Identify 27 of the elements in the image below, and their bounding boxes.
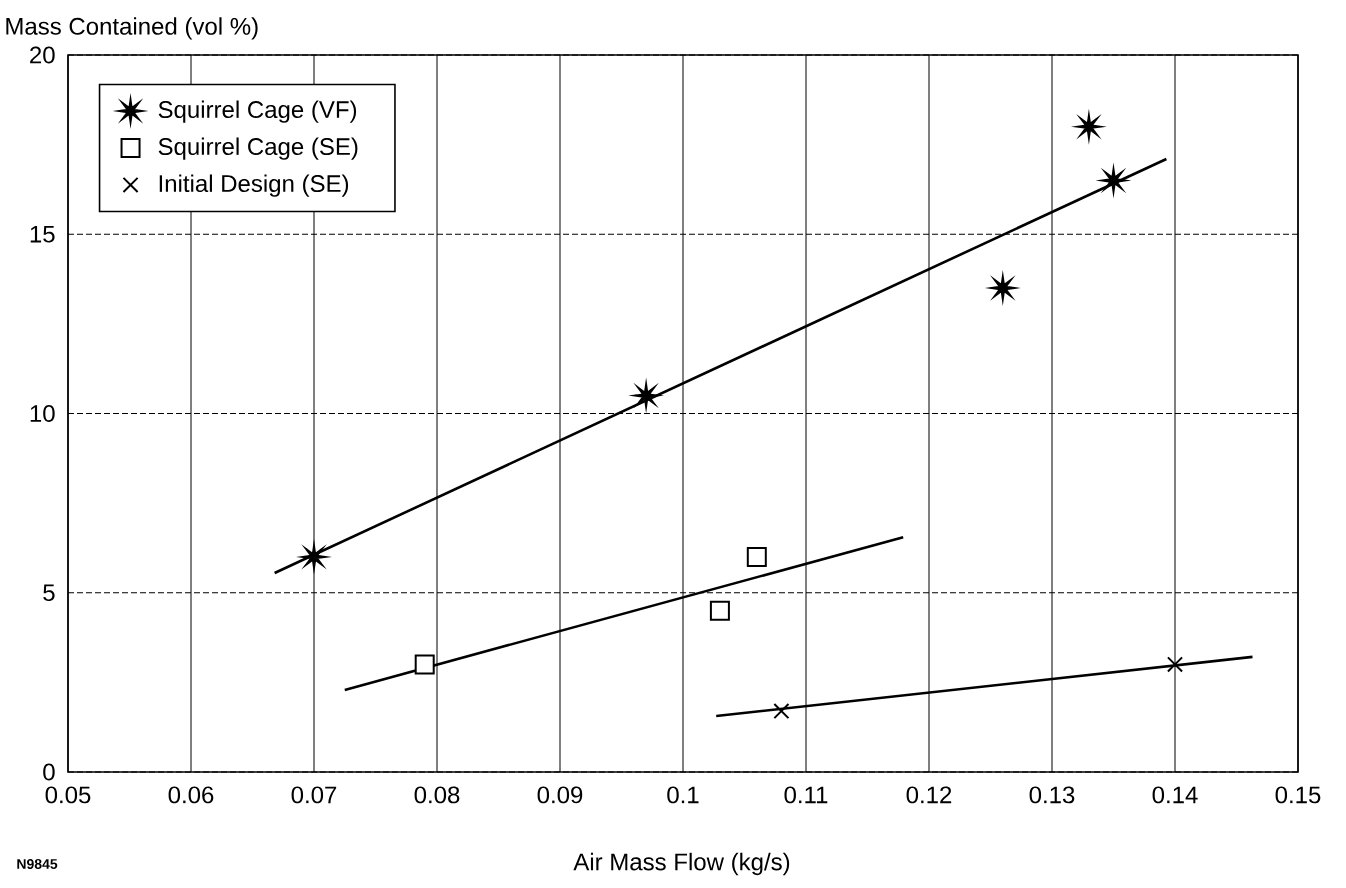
text: N9845 (17, 859, 58, 869)
x-tick-label: 0.1 (667, 786, 699, 804)
y-tick-label: 10 (30, 405, 55, 422)
legend-label: Squirrel Cage (VF) (158, 100, 357, 123)
x-tick-label: 0.08 (414, 786, 460, 804)
legend-label: Squirrel Cage (SE) (158, 137, 358, 160)
y-tick-label: 20 (30, 46, 55, 64)
x-tick-label: 0.11 (784, 786, 828, 804)
y-tick-label: 0 (43, 763, 55, 781)
legend-label: Initial Design (SE) (159, 174, 349, 197)
x-tick-label: 0.05 (45, 786, 91, 804)
y-tick-label: 15 (30, 225, 55, 243)
x-tick-label: 0.06 (168, 786, 214, 804)
x-tick-label: 0.12 (906, 786, 952, 804)
point (773, 702, 790, 720)
x-tick-label: 0.13 (1029, 786, 1075, 804)
point (414, 654, 435, 675)
point (709, 600, 730, 621)
x-tick-label: 0.14 (1152, 786, 1198, 804)
x-tick-label: 0.09 (537, 786, 583, 804)
y-axis-title: Mass Contained (vol %) (6, 17, 258, 40)
x-tick-label: 0.07 (291, 786, 337, 804)
x-axis-title: Air Mass Flow (kg/s) (573, 852, 790, 876)
y-tick-label: 5 (43, 584, 55, 602)
x-tick-label: 0.15 (1275, 786, 1321, 804)
point (1166, 656, 1184, 673)
point (746, 546, 767, 567)
